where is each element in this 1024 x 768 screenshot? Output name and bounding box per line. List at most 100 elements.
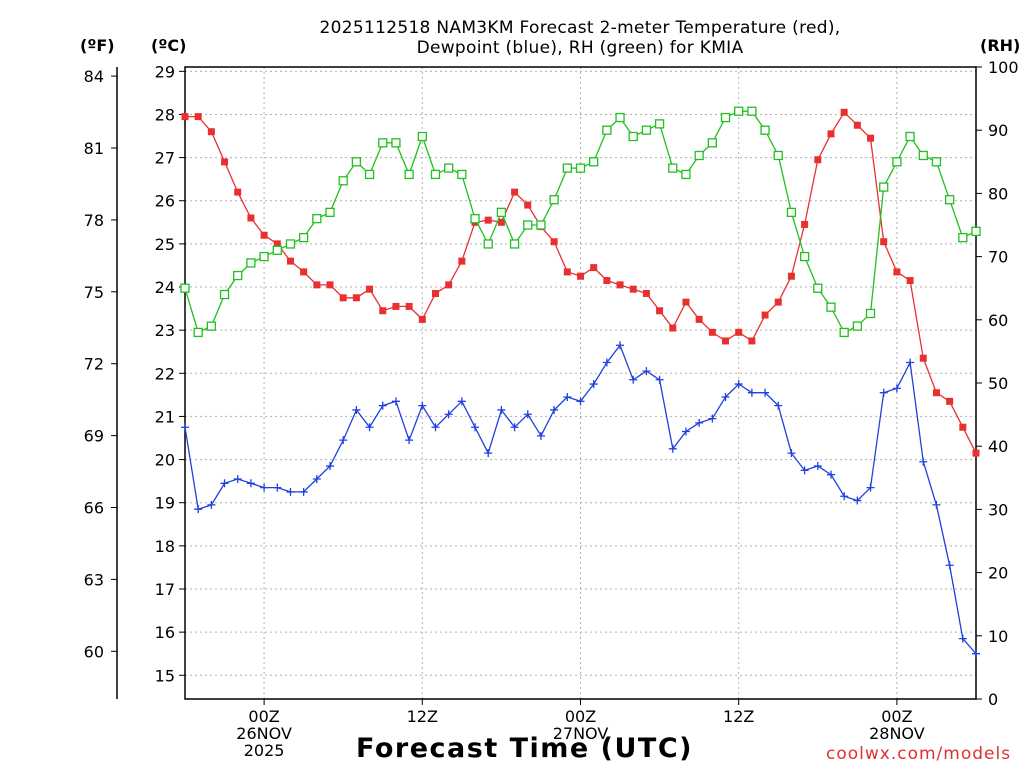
fahrenheit-tick-label: 78 <box>84 211 104 230</box>
dewpoint-data-point <box>378 401 387 410</box>
dewpoint-data-point <box>299 487 308 496</box>
dewpoint-data-point <box>813 462 822 471</box>
dewpoint-data-point <box>536 431 545 440</box>
dewpoint-data-point <box>220 479 229 488</box>
temperature-data-point <box>221 158 229 166</box>
celsius-tick-label: 26 <box>155 192 175 211</box>
dewpoint-data-point <box>616 341 625 350</box>
rh-data-point <box>839 327 849 338</box>
celsius-tick-label: 21 <box>155 407 175 426</box>
dewpoint-data-point <box>892 384 901 393</box>
temperature-data-point <box>234 188 242 196</box>
rh-data-point <box>549 195 559 205</box>
x-tick-label: 2025 <box>244 741 285 760</box>
fahrenheit-tick-label: 69 <box>84 427 104 446</box>
dewpoint-data-point <box>312 474 321 483</box>
temperature-data-point <box>616 281 624 289</box>
dewpoint-data-point <box>233 474 242 483</box>
dewpoint-data-point <box>840 492 849 501</box>
fahrenheit-tick-label: 60 <box>84 642 104 661</box>
fahrenheit-tick-label: 75 <box>84 283 104 302</box>
celsius-tick-label: 17 <box>155 580 175 599</box>
temperature-data-point <box>352 294 360 302</box>
celsius-tick-label: 20 <box>155 451 175 470</box>
dewpoint-data-point <box>906 358 915 367</box>
chart-title-line-2: Dewpoint (blue), RH (green) for KMIA <box>416 38 744 58</box>
dewpoint-data-point <box>972 649 980 658</box>
temperature-data-point <box>867 134 875 142</box>
celsius-tick-label: 28 <box>155 105 175 124</box>
temperature-data-point <box>669 324 677 332</box>
dewpoint-data-point <box>787 449 796 458</box>
temperature-data-point <box>458 257 466 265</box>
temperature-data-point <box>300 268 308 276</box>
temperature-data-point <box>801 220 809 228</box>
temperature-data-point <box>919 354 927 362</box>
fahrenheit-tick-label: 63 <box>84 570 104 589</box>
dewpoint-data-point <box>681 427 690 436</box>
temperature-data-point <box>642 289 650 297</box>
temperature-data-point <box>563 268 571 276</box>
fahrenheit-tick-label: 66 <box>84 499 104 518</box>
rh-tick-label: 10 <box>988 627 1008 646</box>
rh-data-point <box>747 106 757 116</box>
dewpoint-data-point <box>932 500 941 509</box>
dewpoint-data-point <box>510 423 519 432</box>
rh-tick-label: 0 <box>988 690 998 709</box>
temperature-data-point <box>880 238 888 246</box>
dewpoint-data-point <box>457 397 466 406</box>
x-tick-label: 00Z <box>881 707 912 726</box>
rh-tick-label: 100 <box>988 58 1019 77</box>
rh-unit-label: (RH) <box>980 36 1021 55</box>
rh-data-point <box>852 321 862 331</box>
temperature-data-point <box>708 328 716 336</box>
temperature-data-point <box>629 285 637 293</box>
dewpoint-data-point <box>418 401 427 410</box>
dewpoint-data-point <box>576 397 585 406</box>
temperature-data-point <box>326 281 334 289</box>
rh-data-point <box>246 258 256 268</box>
temperature-data-point <box>286 257 294 265</box>
dewpoint-data-point <box>523 410 532 419</box>
temperature-data-point <box>827 130 835 138</box>
grid-lines <box>185 67 976 699</box>
temperature-data-point <box>194 113 202 121</box>
rh-data-point <box>430 169 441 180</box>
dewpoint-data-point <box>668 444 677 453</box>
rh-data-point <box>509 239 520 249</box>
rh-data-point <box>351 157 362 167</box>
rh-tick-label: 80 <box>988 184 1008 203</box>
rh-data-point <box>496 207 507 218</box>
dewpoint-data-point <box>826 470 835 479</box>
temperature-data-point <box>418 315 426 323</box>
source-credit: coolwx.com/models <box>826 744 1012 764</box>
dewpoint-data-point <box>721 393 730 402</box>
rh-data-point <box>628 131 638 142</box>
dewpoint-data-point <box>945 561 954 570</box>
rh-data-point <box>694 150 704 161</box>
rh-data-point <box>417 131 427 142</box>
rh-data-point <box>575 163 586 173</box>
x-tick-label: 12Z <box>407 707 438 726</box>
dewpoint-data-point <box>431 423 440 432</box>
rh-data-point <box>615 112 625 123</box>
temperature-data-point <box>379 307 387 315</box>
rh-data-point <box>760 125 770 135</box>
fahrenheit-tick-label: 81 <box>84 139 104 158</box>
dewpoint-data-point <box>800 466 809 475</box>
dewpoint-data-point <box>352 405 361 414</box>
rh-data-point <box>285 239 296 249</box>
rh-data-point <box>325 207 335 218</box>
rh-data-point <box>233 270 243 281</box>
dewpoint-data-point <box>444 410 453 419</box>
rh-data-point <box>681 169 691 180</box>
rh-data-point <box>470 214 480 224</box>
rh-data-point <box>799 251 810 262</box>
data-series <box>180 106 981 658</box>
temperature-data-point <box>906 277 914 285</box>
temperature-data-point <box>853 121 861 129</box>
dewpoint-data-point <box>589 380 598 389</box>
temperature-data-point <box>497 218 505 226</box>
dewpoint-data-point <box>642 367 651 376</box>
